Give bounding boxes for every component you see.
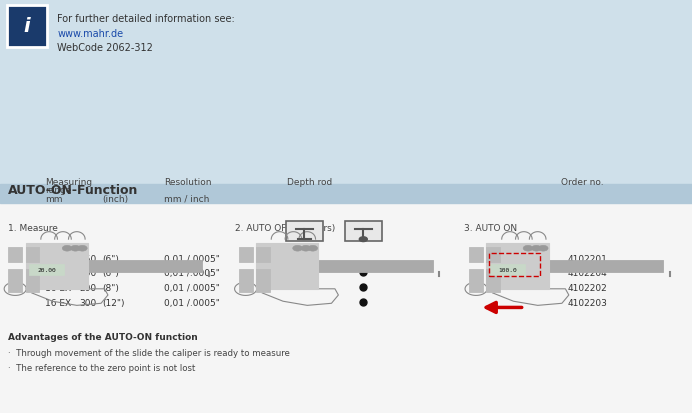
Circle shape: [301, 246, 311, 252]
Text: (6"): (6"): [102, 268, 119, 278]
Text: 4102202: 4102202: [567, 283, 607, 292]
Text: 200: 200: [80, 283, 97, 292]
Text: Resolution: Resolution: [164, 178, 212, 187]
Text: 4102201: 4102201: [567, 254, 608, 263]
Text: 3. AUTO ON: 3. AUTO ON: [464, 224, 517, 233]
Bar: [497, 260, 663, 273]
Bar: [286, 221, 322, 241]
Bar: [489, 254, 540, 276]
Bar: [7, 6, 47, 47]
Bar: [486, 244, 549, 289]
Text: (6"): (6"): [102, 254, 119, 263]
Text: 1. Measure: 1. Measure: [8, 224, 58, 233]
Bar: [26, 269, 39, 292]
Bar: [26, 244, 88, 289]
Circle shape: [62, 246, 72, 252]
Text: (8"): (8"): [102, 283, 119, 292]
Bar: [8, 269, 22, 292]
Circle shape: [308, 246, 318, 252]
Bar: [239, 248, 253, 262]
Bar: [486, 269, 500, 292]
Bar: [256, 248, 270, 262]
Text: ·  The reference to the zero point is not lost: · The reference to the zero point is not…: [8, 363, 196, 373]
Circle shape: [78, 246, 87, 252]
Text: WebCode 2062-312: WebCode 2062-312: [57, 43, 154, 53]
Text: 16 EX: 16 EX: [45, 254, 71, 263]
Bar: [29, 264, 64, 275]
Text: mm: mm: [45, 194, 62, 203]
Bar: [469, 248, 483, 262]
Bar: [0, 185, 692, 203]
Text: range: range: [45, 186, 71, 195]
Text: 4102204: 4102204: [567, 268, 607, 278]
Text: Order no.: Order no.: [561, 178, 603, 187]
Bar: [26, 248, 39, 262]
Text: 16 EX: 16 EX: [45, 283, 71, 292]
Text: Depth rod: Depth rod: [287, 178, 332, 187]
Bar: [0, 0, 692, 203]
Circle shape: [531, 246, 541, 252]
Text: www.mahr.de: www.mahr.de: [57, 29, 124, 39]
Text: 4102203: 4102203: [567, 298, 608, 307]
Text: (inch): (inch): [102, 194, 129, 203]
Text: (12"): (12"): [102, 298, 125, 307]
Bar: [490, 264, 525, 275]
Text: 0,01 /.0005": 0,01 /.0005": [164, 298, 220, 307]
Circle shape: [71, 246, 80, 252]
Bar: [36, 260, 202, 273]
Bar: [266, 260, 432, 273]
Text: 300: 300: [80, 298, 97, 307]
Circle shape: [359, 237, 367, 242]
Text: 0,01 /.0005": 0,01 /.0005": [164, 268, 220, 278]
Bar: [345, 221, 381, 241]
Circle shape: [293, 246, 302, 252]
Bar: [239, 269, 253, 292]
Text: Measuring: Measuring: [45, 178, 92, 187]
Text: 2. AUTO OFF (2 hours): 2. AUTO OFF (2 hours): [235, 224, 336, 233]
Text: 16 EX: 16 EX: [45, 298, 71, 307]
Text: For further detailed information see:: For further detailed information see:: [57, 14, 235, 24]
Text: 100.0: 100.0: [498, 267, 517, 272]
Circle shape: [538, 246, 548, 252]
Text: 16 EX: 16 EX: [45, 268, 71, 278]
Bar: [469, 269, 483, 292]
Bar: [8, 248, 22, 262]
Text: ·  Through movement of the slide the caliper is ready to measure: · Through movement of the slide the cali…: [8, 348, 290, 357]
Text: mm / inch: mm / inch: [164, 194, 210, 203]
Text: 150: 150: [80, 254, 97, 263]
Text: AUTO-ON-Function: AUTO-ON-Function: [8, 183, 138, 196]
Circle shape: [523, 246, 533, 252]
Text: 0,01 /.0005": 0,01 /.0005": [164, 254, 220, 263]
Text: 150: 150: [80, 268, 97, 278]
Bar: [256, 244, 318, 289]
Bar: [256, 269, 270, 292]
Text: i: i: [24, 17, 30, 36]
Bar: [0, 203, 692, 413]
Text: 0,01 /.0005": 0,01 /.0005": [164, 283, 220, 292]
Text: 20.00: 20.00: [37, 267, 56, 272]
Bar: [486, 248, 500, 262]
Text: Advantages of the AUTO-ON function: Advantages of the AUTO-ON function: [8, 332, 198, 342]
